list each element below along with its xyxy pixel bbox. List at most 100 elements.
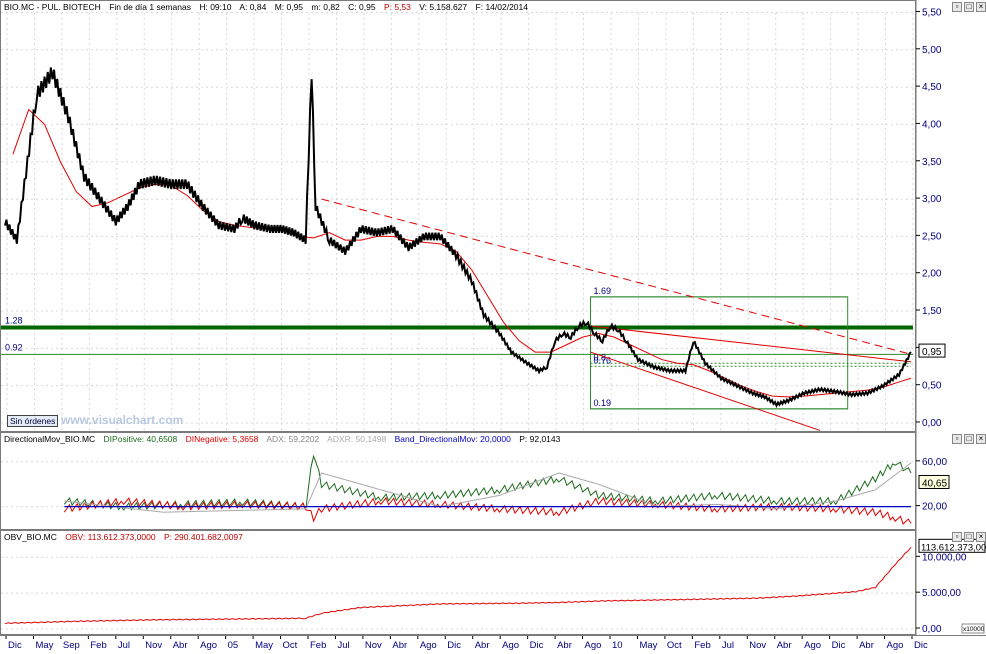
close-value: C: 0,95 [348, 2, 376, 12]
obv-value: OBV: 113.612.373,0000 [65, 532, 156, 542]
obv-maximize-icon[interactable]: □ [964, 532, 974, 542]
fib-level-label: 0.76 [594, 355, 612, 365]
symbol-label: BIO.MC - PUL. BIOTECH [4, 2, 101, 12]
obv-tick-label: 10.000,00 [922, 552, 967, 563]
time-tick-label: Oct [667, 640, 682, 651]
trend-line [590, 325, 912, 363]
dmi-chart [1, 454, 917, 525]
dmi-p-value: P: 92,0143 [519, 434, 561, 444]
band-value: Band_DirectionalMov: 20,0000 [394, 434, 511, 444]
support-label: 0.92 [5, 342, 23, 352]
dmi-panel[interactable]: DirectionalMov_BIO.MC DIPositive: 40,650… [0, 432, 917, 530]
time-tick-label: Dic [530, 640, 544, 651]
time-tick-label: 05 [228, 640, 239, 651]
maximize-icon[interactable]: □ [964, 2, 974, 12]
dmi-header: DirectionalMov_BIO.MC DIPositive: 40,650… [4, 434, 566, 444]
price-tick-label: 2,00 [922, 269, 942, 280]
price-tick-label: 0,00 [922, 418, 942, 429]
pct-value: P: 5,53 [383, 2, 411, 12]
obv-chart [1, 546, 917, 630]
time-tick-label: Ago [200, 640, 217, 651]
fib-level-label: 0.19 [594, 398, 612, 408]
obv-minimize-icon[interactable]: ▫ [952, 532, 962, 542]
time-tick-label: Ago [804, 640, 821, 651]
price-tick-label: 3,00 [922, 194, 942, 205]
price-tick-label: 4,50 [922, 82, 942, 93]
time-axis: Dic May Sep Feb Jul Nov Abr Ago 05 May Oct Feb Jul No… [0, 635, 986, 652]
price-header: BIO.MC - PUL. BIOTECH Fin de día 1 seman… [4, 2, 534, 12]
scale-tag-box [961, 623, 985, 634]
obv-value-tag: 113.612.373,00 [921, 542, 986, 553]
time-tick-label: Abr [392, 640, 407, 651]
price-tick-label: 0,50 [922, 381, 942, 392]
obv-p-value: P: 290.401.682,0097 [163, 532, 243, 542]
time-tick-label: Jul [118, 640, 130, 651]
open-value: A: 0,84 [239, 2, 267, 12]
obv-close-icon[interactable]: × [976, 532, 986, 542]
time-tick-label: May [255, 640, 273, 651]
adx-value: ADX: 59,2202 [266, 434, 320, 444]
price-tick-label: 5,50 [922, 7, 942, 18]
minimize-icon[interactable]: ▫ [952, 2, 962, 12]
period-label: Fin de día 1 semanas [109, 2, 191, 12]
close-icon[interactable]: × [976, 2, 986, 12]
scale-tag: x10000 [963, 626, 985, 633]
price-panel[interactable]: BIO.MC - PUL. BIOTECH Fin de día 1 seman… [0, 0, 917, 433]
high-value: M: 0,95 [274, 2, 304, 12]
dmi-tick-label: 60,00 [922, 457, 947, 468]
price-chart: 1.28 0.92 1.69 0.80.76 0.19 [1, 11, 917, 433]
price-tick-label: 5,00 [922, 45, 942, 56]
last-price-box [918, 343, 946, 358]
time-tick-label: Feb [694, 640, 710, 651]
di-negative-value: DINegative: 5,3658 [185, 434, 259, 444]
fib-level-label: 1.69 [594, 286, 612, 296]
dmi-name: DirectionalMov_BIO.MC [4, 434, 96, 444]
obv-panel[interactable]: OBV_BIO.MC OBV: 113.612.373,0000 P: 290.… [0, 530, 917, 635]
time-tick-label: Ago [585, 640, 602, 651]
time-tick-label: Ago [502, 640, 519, 651]
low-value: m: 0,82 [311, 2, 340, 12]
price-axis: 0,000,501,001,502,002,503,003,504,004,50… [915, 0, 986, 432]
time-tick-label: Nov [145, 640, 162, 651]
time-tick-label: Abr [475, 640, 490, 651]
dmi-value-box [918, 474, 950, 489]
obv-tick-label: 0,00 [922, 624, 942, 635]
time-tick-label: Feb [310, 640, 326, 651]
date-value: F: 14/02/2014 [475, 2, 528, 12]
dmi-close-icon[interactable]: × [976, 434, 986, 444]
time-tick-label: May [35, 640, 53, 651]
di-positive-value: DIPositive: 40,6508 [103, 434, 178, 444]
trend-line [321, 198, 912, 355]
dmi-axis: 20,00 60,00 40,65 [915, 432, 986, 530]
dmi-series-dinegative [63, 496, 912, 525]
time-tick-label: Nov [365, 640, 382, 651]
support-label: 1.28 [5, 315, 23, 325]
dmi-value-tag: 40,65 [922, 478, 947, 489]
dmi-minimize-icon[interactable]: ▫ [952, 434, 962, 444]
time-tick-label: Ago [887, 640, 904, 651]
dmi-maximize-icon[interactable]: □ [964, 434, 974, 444]
time-tick-label: Abr [859, 640, 874, 651]
fib-level-label: 0.8 [594, 352, 607, 362]
time-tick-label: May [639, 640, 657, 651]
time-tick-label: Dic [447, 640, 461, 651]
hour-value: H: 09:10 [199, 2, 232, 12]
last-price-tag: 0,95 [922, 347, 942, 358]
price-tick-label: 4,00 [922, 119, 942, 130]
time-tick-label: Abr [777, 640, 792, 651]
time-tick-label: Abr [173, 640, 188, 651]
dmi-series-dipositive [63, 454, 912, 511]
time-tick-label: Jul [337, 640, 349, 651]
moving-average-line [12, 108, 912, 398]
time-tick-label: Nov [749, 640, 766, 651]
price-tick-label: 1,50 [922, 306, 942, 317]
time-tick-label: Feb [90, 640, 106, 651]
time-tick-label: Oct [283, 640, 298, 651]
time-tick-label: Dic [8, 640, 22, 651]
time-tick-label: Jul [722, 640, 734, 651]
price-series [4, 67, 912, 409]
no-orders-button[interactable]: Sin órdenes [7, 415, 59, 427]
adxr-value: ADXR: 50,1498 [327, 434, 387, 444]
obv-axis: 0,00 5.000,00 10.000,00 113.612.373,00 x1000… [915, 530, 986, 635]
obv-name: OBV_BIO.MC [4, 532, 57, 542]
